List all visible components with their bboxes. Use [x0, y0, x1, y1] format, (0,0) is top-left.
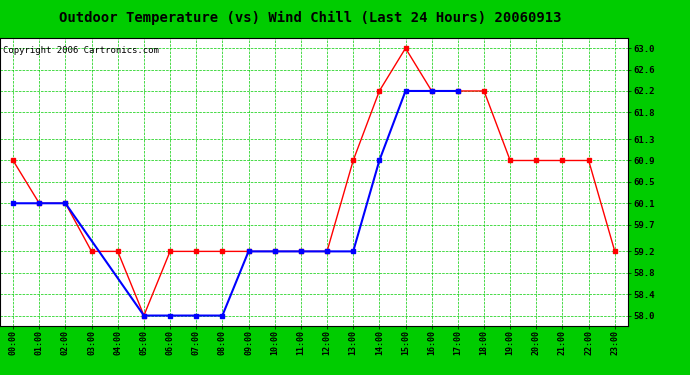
Text: Copyright 2006 Cartronics.com: Copyright 2006 Cartronics.com: [3, 46, 159, 55]
Text: Outdoor Temperature (vs) Wind Chill (Last 24 Hours) 20060913: Outdoor Temperature (vs) Wind Chill (Las…: [59, 11, 562, 26]
